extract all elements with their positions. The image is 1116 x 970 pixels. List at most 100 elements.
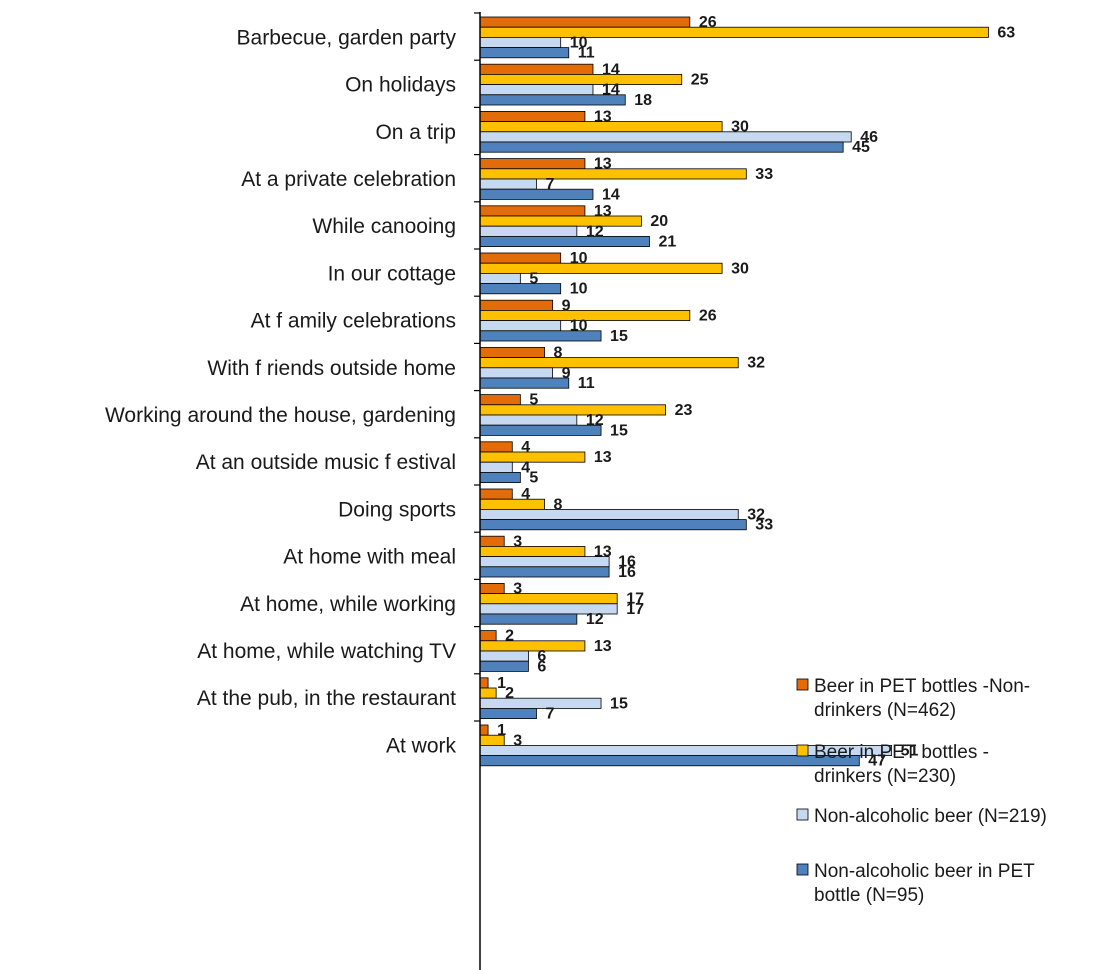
data-label: 25 xyxy=(691,72,709,89)
data-label: 2 xyxy=(505,685,514,702)
bar xyxy=(479,74,683,86)
data-label: 4 xyxy=(521,459,530,476)
data-label: 9 xyxy=(562,365,571,382)
data-label: 4 xyxy=(521,439,530,456)
category-label: Barbecue, garden party xyxy=(237,26,457,49)
data-label: 14 xyxy=(602,82,620,99)
bar xyxy=(479,535,505,547)
bar xyxy=(479,755,860,767)
bar xyxy=(479,205,586,217)
data-label: 1 xyxy=(497,675,506,692)
data-label: 17 xyxy=(626,591,644,608)
bar xyxy=(479,640,586,652)
bar xyxy=(479,498,545,510)
bar xyxy=(479,566,610,578)
bar xyxy=(479,37,562,49)
legend: Beer in PET bottles -Non-drinkers (N=462… xyxy=(796,676,1047,906)
data-label: 3 xyxy=(513,533,522,550)
bar xyxy=(479,141,844,153)
bar xyxy=(479,47,570,59)
data-label: 3 xyxy=(513,581,522,598)
category-label: In our cottage xyxy=(328,262,456,285)
legend-label: drinkers (N=230) xyxy=(814,766,956,787)
bar xyxy=(479,225,578,237)
data-label: 33 xyxy=(755,166,773,183)
data-label: 30 xyxy=(731,260,749,277)
category-label: At f amily celebrations xyxy=(251,310,456,333)
data-label: 47 xyxy=(868,753,886,770)
y-axis-ticks xyxy=(474,12,480,722)
data-label: 17 xyxy=(626,601,644,618)
data-label: 45 xyxy=(852,139,870,156)
data-label: 14 xyxy=(602,186,620,203)
bar xyxy=(479,377,570,389)
bar xyxy=(479,414,578,426)
legend-swatch xyxy=(796,744,809,757)
legend-label: drinkers (N=462) xyxy=(814,700,956,721)
bar xyxy=(479,178,537,190)
bar xyxy=(479,441,513,453)
bar xyxy=(479,16,691,28)
data-label: 2 xyxy=(505,628,514,645)
data-label: 20 xyxy=(650,213,668,230)
bar xyxy=(479,471,521,483)
legend-swatch xyxy=(796,808,809,821)
data-label: 30 xyxy=(731,119,749,136)
bar xyxy=(479,188,594,200)
data-label: 63 xyxy=(997,24,1015,41)
legend-label: Non-alcoholic beer in PET xyxy=(814,861,1035,882)
bar xyxy=(479,461,513,473)
bars xyxy=(479,16,989,767)
data-label: 26 xyxy=(699,308,717,325)
data-label: 8 xyxy=(554,345,563,362)
bar xyxy=(479,556,610,568)
data-label: 13 xyxy=(594,638,612,655)
bar xyxy=(479,508,739,520)
bar xyxy=(479,583,505,595)
data-label: 51 xyxy=(901,743,919,760)
bar xyxy=(479,488,513,500)
bar xyxy=(479,84,594,96)
bar xyxy=(479,320,562,332)
data-label: 10 xyxy=(570,250,588,267)
data-label: 13 xyxy=(594,544,612,561)
data-label: 32 xyxy=(747,507,765,524)
data-label: 46 xyxy=(860,129,878,146)
bar xyxy=(479,724,489,736)
category-labels: Barbecue, garden party On holidays On a tr… xyxy=(105,26,457,757)
data-label: 7 xyxy=(545,706,554,723)
legend-label: bottle (N=95) xyxy=(814,885,924,906)
category-label: At home, while working xyxy=(240,593,456,616)
bar xyxy=(479,215,642,227)
data-label: 16 xyxy=(618,564,636,581)
data-label: 10 xyxy=(570,35,588,52)
data-label: 6 xyxy=(537,658,546,675)
category-label: On a trip xyxy=(375,121,456,144)
data-label: 26 xyxy=(699,14,717,31)
category-label: With f riends outside home xyxy=(207,357,456,380)
data-label: 9 xyxy=(562,297,571,314)
bar xyxy=(479,357,739,369)
bar xyxy=(479,630,497,642)
bar xyxy=(479,660,529,672)
data-label: 7 xyxy=(545,176,554,193)
data-label: 10 xyxy=(570,281,588,298)
bar xyxy=(479,111,586,123)
bar xyxy=(479,367,554,379)
data-label: 10 xyxy=(570,318,588,335)
data-label: 11 xyxy=(578,375,595,392)
category-label: At work xyxy=(386,734,457,757)
data-label: 12 xyxy=(586,223,604,240)
bar xyxy=(479,283,562,295)
category-label: At the pub, in the restaurant xyxy=(197,687,456,710)
data-label: 8 xyxy=(554,496,563,513)
category-label: On holidays xyxy=(345,74,456,97)
value-labels: 2663101114251418133046451333714132012211… xyxy=(497,14,1015,770)
bar xyxy=(479,262,723,274)
data-label: 13 xyxy=(594,156,612,173)
data-label: 6 xyxy=(537,648,546,665)
data-label: 5 xyxy=(529,470,538,487)
data-label: 13 xyxy=(594,203,612,220)
data-label: 14 xyxy=(602,61,620,78)
bar xyxy=(479,519,747,531)
